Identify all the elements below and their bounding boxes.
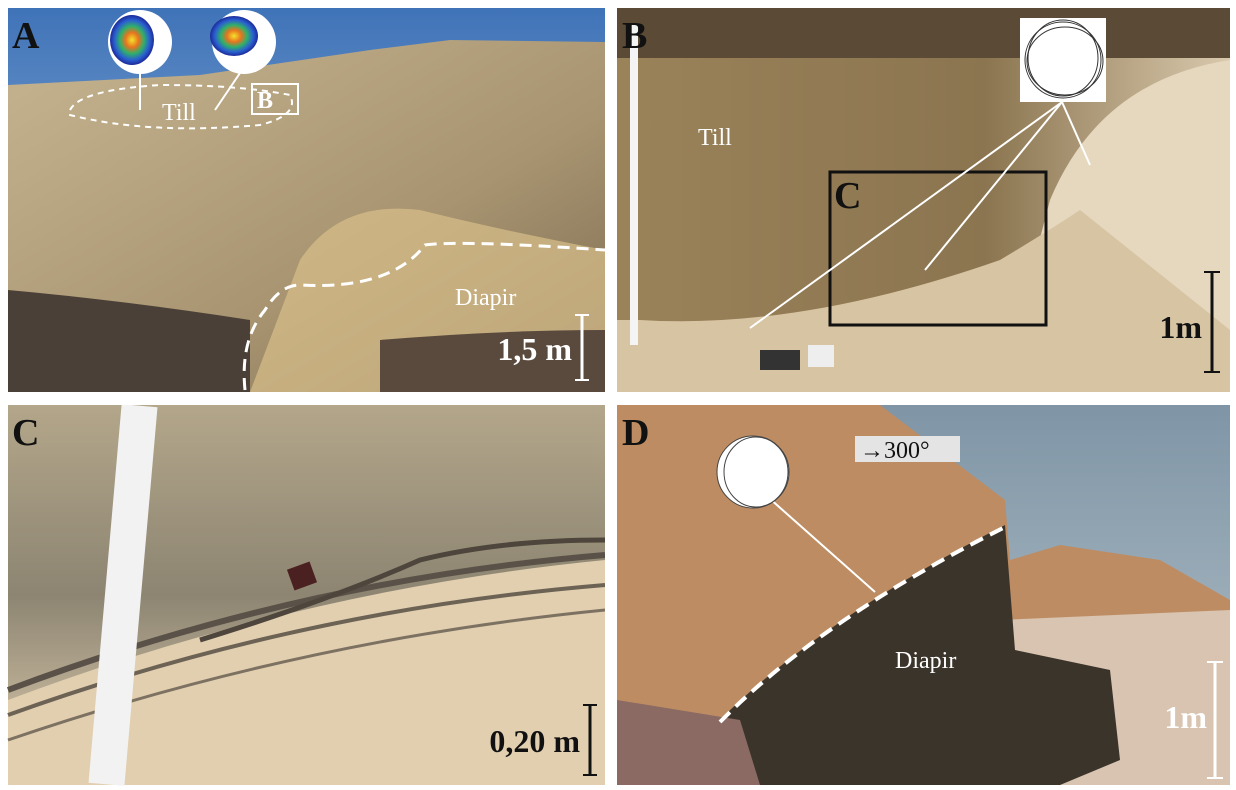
annotation: →300°: [860, 438, 930, 464]
scale-label: 0,20 m: [489, 723, 580, 759]
panel-label: B: [622, 15, 647, 57]
panel-b: B Till C 1m: [617, 8, 1230, 392]
scale-label: 1m: [1164, 699, 1207, 735]
scale-label: 1,5 m: [497, 331, 572, 367]
annotation: Till: [162, 100, 196, 126]
panel-label: C: [12, 412, 39, 454]
panel-label: A: [12, 15, 40, 57]
annotation: Diapir: [895, 648, 956, 674]
annotation: C: [834, 175, 861, 217]
annotation: Till: [698, 125, 732, 151]
panel-d: D →300° Diapir 1m: [617, 405, 1230, 785]
annotation: B: [257, 88, 273, 114]
annotation: Diapir: [455, 285, 516, 311]
panel-label: D: [622, 412, 649, 454]
panel-a: A Till B Diapir 1,5 m: [8, 8, 606, 392]
scale-label: 1m: [1159, 309, 1202, 345]
panel-c: C 0,20 m: [6, 404, 606, 786]
